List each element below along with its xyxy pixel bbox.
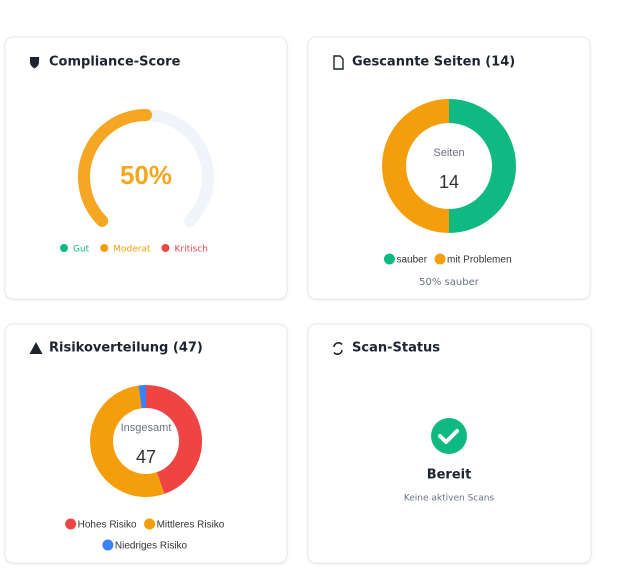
note: 50% sauber: [419, 277, 480, 288]
legend-label: sauber: [396, 255, 427, 266]
center-total: 14: [439, 172, 459, 192]
legend-label: Hohes Risiko: [78, 520, 137, 531]
legend-dot: [60, 244, 68, 252]
legend-label: Gut: [73, 245, 90, 255]
card-title: Scan-Status: [352, 341, 440, 356]
legend-label: Kritisch: [174, 245, 207, 255]
legend-dot: [102, 540, 113, 551]
status-message: Keine aktiven Scans: [404, 494, 495, 504]
legend-dot: [384, 254, 395, 265]
legend-label: mit Problemen: [447, 255, 511, 266]
card-title: Gescannte Seiten (14): [352, 55, 515, 70]
legend-label: Moderat: [113, 245, 151, 255]
legend-dot: [65, 519, 76, 530]
legend-label: Niedriges Risiko: [115, 541, 188, 552]
status-state: Bereit: [427, 468, 472, 483]
score-value: 50%: [120, 160, 172, 190]
center-total: 47: [136, 447, 156, 467]
legend-label: Mittleres Risiko: [157, 520, 225, 531]
legend-dot: [161, 244, 169, 252]
legend-dot: [144, 519, 155, 530]
card-title: Risikoverteilung (47): [49, 341, 203, 356]
center-label: Insgesamt: [121, 422, 172, 434]
check-icon: [431, 418, 467, 454]
legend-dot: [100, 244, 108, 252]
card-title: Compliance-Score: [49, 55, 181, 70]
legend-dot: [435, 254, 446, 265]
center-label: Seiten: [433, 147, 464, 159]
